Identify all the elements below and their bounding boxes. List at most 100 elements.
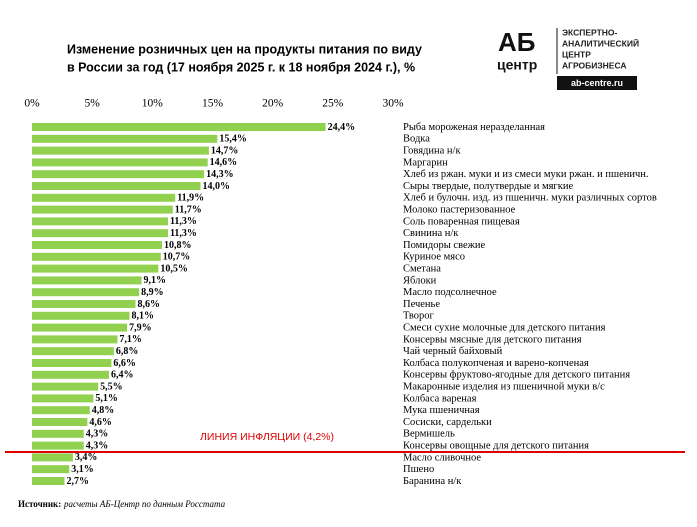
- category-label: Макаронные изделия из пшеничной муки в/с: [403, 382, 605, 393]
- bar: [32, 170, 205, 179]
- bar: [32, 217, 168, 226]
- x-tick-label: 10%: [142, 98, 164, 110]
- bar: [32, 252, 161, 261]
- category-label: Рыба мороженая неразделанная: [403, 122, 545, 133]
- category-label: Пшено: [403, 464, 434, 475]
- x-tick-label: 20%: [262, 98, 284, 110]
- logo-caption: ЦЕНТР: [562, 49, 591, 59]
- value-label: 6,6%: [113, 358, 136, 369]
- bar: [32, 205, 173, 214]
- bar: [32, 182, 201, 190]
- bar: [32, 453, 73, 462]
- bar: [32, 477, 65, 485]
- value-label: 4,6%: [89, 417, 112, 428]
- value-label: 6,8%: [116, 346, 138, 357]
- value-label: 10,7%: [163, 252, 191, 263]
- value-label: 6,4%: [111, 370, 134, 381]
- category-label: Сыры твердые, полутвердые и мягкие: [403, 181, 573, 192]
- category-label: Смеси сухие молочные для детского питани…: [403, 323, 606, 334]
- value-label: 4,8%: [92, 405, 115, 416]
- bar: [32, 300, 136, 308]
- x-tick-label: 15%: [202, 98, 224, 110]
- category-label: Консервы овощные для детского питания: [403, 441, 589, 452]
- value-label: 2,7%: [66, 476, 89, 487]
- source-label: Источник:: [18, 499, 61, 509]
- bar: [32, 394, 94, 403]
- bar: [32, 465, 70, 474]
- bar: [32, 406, 90, 415]
- value-label: 8,9%: [141, 287, 164, 298]
- category-label: Вермишель: [403, 429, 455, 440]
- x-tick-label: 5%: [84, 98, 100, 110]
- logo-mark: центр: [497, 57, 537, 73]
- category-label: Говядина н/к: [403, 146, 461, 157]
- value-label: 15,4%: [219, 134, 247, 145]
- value-label: 5,1%: [95, 393, 118, 404]
- chart-title: Изменение розничных цен на продукты пита…: [67, 42, 422, 56]
- bar: [32, 441, 84, 450]
- category-label: Куриное мясо: [403, 252, 465, 263]
- bar: [32, 370, 110, 379]
- x-tick-label: 25%: [322, 98, 344, 110]
- bar: [32, 241, 162, 249]
- value-label: 8,1%: [131, 311, 154, 322]
- bar: [32, 323, 128, 332]
- bar: [32, 288, 140, 297]
- source: расчеты АБ-Центр по данным Росстата: [63, 499, 226, 509]
- category-label: Мука пшеничная: [403, 405, 480, 416]
- bar: [32, 418, 88, 426]
- bar: [32, 229, 168, 238]
- bar: [32, 347, 114, 356]
- value-label: 11,3%: [170, 228, 197, 239]
- category-label: Водка: [403, 134, 430, 145]
- logo-site-bg: [557, 76, 637, 90]
- value-label: 14,6%: [210, 157, 238, 168]
- category-label: Колбаса полукопченая и варено-копченая: [403, 358, 589, 369]
- category-label: Свинина н/к: [403, 228, 459, 239]
- value-label: 3,4%: [75, 452, 98, 463]
- category-label: Хлеб из ржан. муки и из смеси муки ржан.…: [403, 169, 649, 180]
- category-label: Печенье: [403, 299, 440, 310]
- x-tick-label: 30%: [382, 98, 404, 110]
- bar: [32, 158, 208, 167]
- bar: [32, 382, 99, 391]
- logo-caption: АГРОБИЗНЕСА: [562, 60, 627, 70]
- logo-mark: АБ: [498, 27, 535, 57]
- logo-site: ab-centre.ru: [571, 78, 623, 88]
- bar: [32, 429, 84, 438]
- category-label: Консервы мясные для детского питания: [403, 334, 582, 345]
- category-label: Яблоки: [403, 275, 437, 286]
- inflation-label: ЛИНИЯ ИНФЛЯЦИИ (4,2%): [200, 431, 334, 443]
- bar: [32, 193, 176, 202]
- category-label: Сметана: [403, 264, 441, 275]
- chart-title: в России за год (17 ноября 2025 г. к 18 …: [67, 60, 415, 74]
- value-label: 14,7%: [211, 145, 239, 156]
- bar: [32, 359, 112, 367]
- category-label: Соль поваренная пищевая: [403, 216, 520, 227]
- category-label: Хлеб и булочн. изд. из пшеничн. муки раз…: [403, 193, 657, 204]
- category-label: Консервы фруктово-ягодные для детского п…: [403, 370, 630, 381]
- value-label: 4,3%: [86, 440, 109, 451]
- bar: [32, 123, 326, 131]
- x-tick-label: 0%: [24, 98, 40, 110]
- category-label: Колбаса вареная: [403, 393, 477, 404]
- bar: [32, 276, 142, 285]
- logo-caption: ЭКСПЕРТНО-: [562, 27, 618, 37]
- bar: [32, 134, 218, 143]
- bar: [32, 264, 159, 273]
- value-label: 10,5%: [160, 263, 188, 274]
- bar: [32, 335, 118, 344]
- value-label: 7,9%: [129, 322, 152, 333]
- value-label: 5,5%: [100, 381, 123, 392]
- category-label: Масло сливочное: [403, 452, 481, 463]
- value-label: 8,6%: [137, 299, 160, 310]
- bar: [32, 311, 130, 320]
- bar: [32, 146, 209, 155]
- value-label: 11,7%: [175, 204, 202, 215]
- value-label: 11,3%: [170, 216, 197, 227]
- value-label: 3,1%: [71, 464, 94, 475]
- value-label: 24,4%: [328, 122, 356, 133]
- category-label: Масло подсолнечное: [403, 287, 497, 298]
- value-label: 7,1%: [119, 334, 142, 345]
